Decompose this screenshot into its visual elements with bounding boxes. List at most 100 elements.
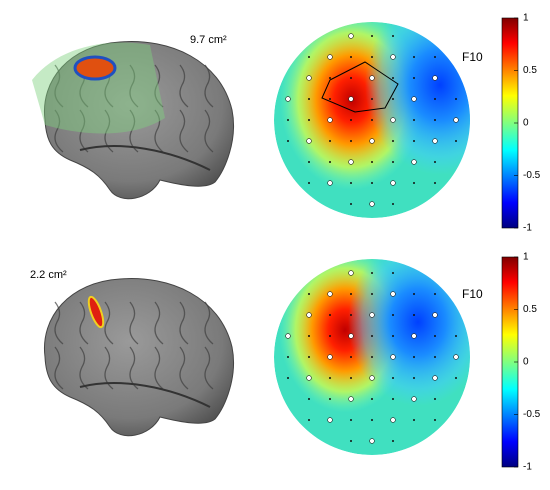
electrode: [453, 354, 459, 360]
electrode: [369, 438, 375, 444]
electrode: [308, 419, 310, 421]
electrode: [350, 419, 352, 421]
electrode: [371, 398, 373, 400]
electrode: [390, 54, 396, 60]
electrode: [455, 98, 457, 100]
brain-sulcus: [79, 346, 89, 390]
brain-sulcus: [179, 301, 189, 345]
electrode: [285, 333, 291, 339]
electrode: [413, 119, 415, 121]
electrode: [371, 56, 373, 58]
electrode: [411, 96, 417, 102]
electrode: [413, 182, 415, 184]
area-label: 2.2 cm²: [30, 269, 67, 281]
electrode: [390, 354, 396, 360]
electrode: [327, 291, 333, 297]
electrode: [369, 312, 375, 318]
electrode: [350, 314, 352, 316]
electrode: [350, 56, 352, 58]
electrode: [390, 117, 396, 123]
colorbar-tick-label: 1: [523, 252, 529, 263]
electrode: [434, 119, 436, 121]
brain-sulcus: [129, 64, 139, 108]
electrode: [434, 161, 436, 163]
electrode: [306, 312, 312, 318]
brain-sulcus: [204, 301, 214, 345]
electrode: [350, 356, 352, 358]
electrode: [371, 419, 373, 421]
colorbar-tick-label: 0: [523, 118, 529, 129]
area-label: 9.7 cm²: [190, 34, 227, 46]
brain-sulcus: [154, 346, 164, 390]
electrode: [434, 98, 436, 100]
electrode: [329, 398, 331, 400]
electrode: [327, 354, 333, 360]
electrode: [308, 182, 310, 184]
brain-sulcus: [104, 301, 114, 345]
electrode: [392, 203, 394, 205]
colorbar-tick-label: -1: [523, 223, 532, 234]
electrode: [434, 419, 436, 421]
electrode: [287, 119, 289, 121]
electrode: [390, 417, 396, 423]
topomap: [274, 22, 470, 218]
brain-sulcus: [179, 109, 189, 153]
roi-outline: [321, 61, 399, 113]
colorbar-tick-label: -1: [523, 462, 532, 473]
electrode: [434, 182, 436, 184]
electrode: [369, 75, 375, 81]
brain-sulcus: [154, 301, 164, 345]
colorbar-tick-label: -0.5: [523, 409, 541, 420]
electrode: [350, 77, 352, 79]
electrode: [392, 35, 394, 37]
electrode: [371, 98, 373, 100]
electrode: [348, 96, 354, 102]
electrode: [371, 35, 373, 37]
electrode: [348, 33, 354, 39]
electrode: [392, 314, 394, 316]
electrode: [413, 140, 415, 142]
electrode: [369, 201, 375, 207]
electrode: [392, 398, 394, 400]
electrode: [434, 56, 436, 58]
electrode: [369, 138, 375, 144]
electrode: [348, 396, 354, 402]
electrode: [350, 440, 352, 442]
figure-body: 9.7 cm² F10 1 0.5 0 -0.5 -1 2.2 cm² F10 1 0.5 0 -0.5…: [30, 13, 541, 473]
electrode: [392, 161, 394, 163]
source-patch: [32, 42, 165, 134]
electrode: [306, 375, 312, 381]
electrode: [306, 138, 312, 144]
electrode: [392, 335, 394, 337]
electrode: [350, 377, 352, 379]
electrode: [390, 180, 396, 186]
electrode: [369, 375, 375, 381]
brain-sulcus: [54, 64, 64, 108]
brain-sulcus: [179, 64, 189, 108]
electrode: [327, 417, 333, 423]
electrode: [413, 356, 415, 358]
electrode: [350, 140, 352, 142]
electrode: [348, 270, 354, 276]
source-peak: [73, 55, 117, 81]
electrode: [413, 419, 415, 421]
brain-sulcus: [154, 64, 164, 108]
electrode: [432, 75, 438, 81]
electrode: [350, 203, 352, 205]
electrode: [390, 291, 396, 297]
electrode: [371, 182, 373, 184]
electrode: [413, 77, 415, 79]
colorbar-tick-label: 0.5: [523, 304, 537, 315]
electrode: [329, 314, 331, 316]
electrode: [350, 293, 352, 295]
electrode: [434, 398, 436, 400]
electrode: [329, 140, 331, 142]
electrode: [392, 272, 394, 274]
temporal-sulcus: [79, 382, 211, 408]
electrode: [285, 96, 291, 102]
brain-sulcus: [79, 301, 89, 345]
electrode: [413, 314, 415, 316]
source-peak: [87, 295, 105, 329]
electrode: [392, 440, 394, 442]
